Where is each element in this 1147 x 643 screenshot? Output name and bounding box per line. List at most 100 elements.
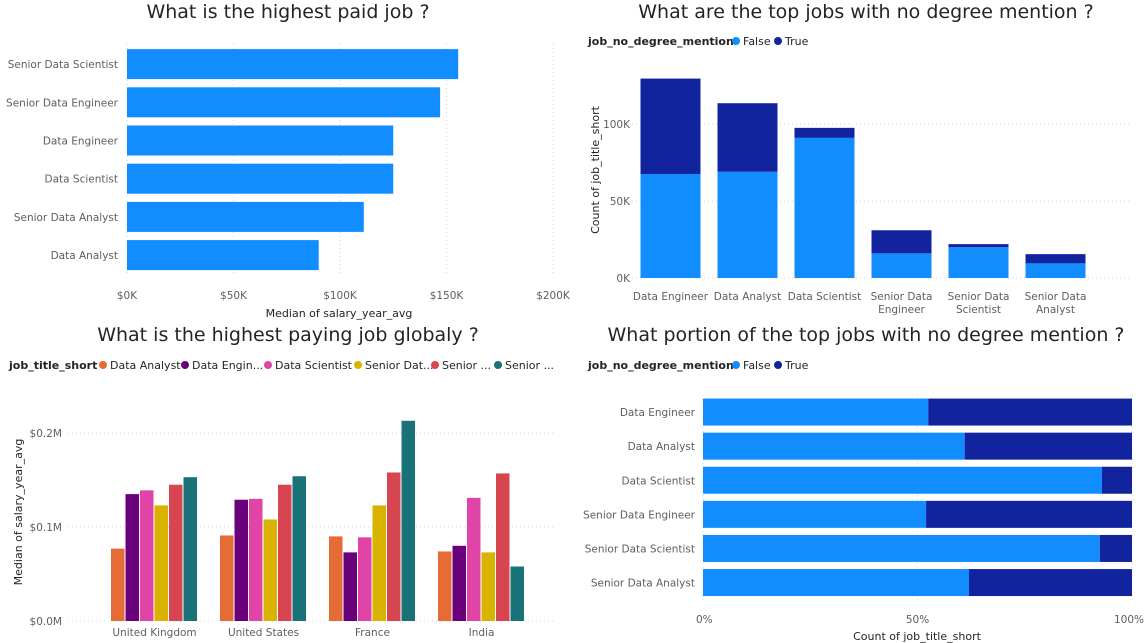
chart3-category-label: India [469,627,495,639]
chart1-x-tick: $100K [323,290,358,302]
chart-portion-no-degree: What portion of the top jobs with no deg… [583,324,1144,643]
chart3-bar [278,484,292,621]
chart4-category-label: Data Scientist [622,475,696,487]
chart3-legend-label: Senior ... [442,359,491,372]
chart2-legend-label: True [784,35,809,48]
chart1-category-label: Data Analyst [51,250,118,262]
chart3-category-label: France [355,627,390,639]
chart3-legend-label: Senior Dat... [365,359,434,372]
chart3-bar [234,499,248,621]
chart3-legend-label: Data Scientist [275,359,353,372]
chart3-bar [467,497,481,621]
chart4-category-labels: Data Engineer Data Analyst Data Scientist S… [583,407,696,590]
chart3-category-label: United Kingdom [112,627,196,639]
chart3-legend-marker [354,361,362,369]
chart3-bar [154,505,168,621]
chart1-category-label: Senior Data Engineer [6,97,119,109]
chart2-bar-segment [871,230,932,254]
chart4-category-label: Data Analyst [628,441,695,453]
chart4-bars [703,398,1132,597]
chart4-legend-title: job_no_degree_mention [587,359,734,372]
chart2-category-label: Data Analyst [714,291,781,303]
chart3-bar [358,537,372,621]
chart3-y-axis-label: Median of salary_year_avg [12,439,25,586]
chart1-title: What is the highest paid job ? [146,1,429,23]
chart4-legend: job_no_degree_mention False True [587,359,809,372]
chart2-category-label: Senior Data Engineer [871,291,933,316]
chart2-bar-segment [640,78,701,175]
chart1-x-tick: $0K [117,290,138,302]
chart4-bar-segment [926,500,1132,528]
chart2-y-ticks: 0K 50K 100K [603,119,631,285]
chart3-bar [249,498,263,621]
chart2-bars [640,78,1086,278]
chart4-x-tick: 100% [1114,614,1144,626]
chart2-bar-segment [1025,254,1086,264]
chart4-gridlines [702,395,1133,602]
chart2-category-label: Data Scientist [788,291,862,303]
chart3-bars [111,420,524,621]
chart4-legend-marker [732,361,740,369]
chart1-category-label: Senior Data Analyst [14,212,118,224]
chart4-x-tick: 50% [906,614,929,626]
chart2-y-tick: 0K [616,273,631,285]
chart3-legend-label: Data Engin... [192,359,263,372]
chart1-category-label: Data Scientist [45,174,119,186]
chart4-bar-segment [703,500,927,528]
chart1-bar [127,87,441,118]
chart4-bar-segment [703,432,965,460]
chart4-bar-segment [703,398,929,426]
chart3-bar [125,494,139,621]
chart3-category-labels: United Kingdom United States France India [112,627,494,639]
chart2-bar-segment [871,253,932,278]
chart1-x-ticks: $0K $50K $100K $150K $200K [117,290,571,302]
chart3-y-ticks: $0.0M $0.1M $0.2M [30,428,62,628]
chart4-bar-segment [928,398,1132,426]
chart1-bars [127,49,459,271]
chart3-bar [438,551,452,621]
chart3-legend-label: Senior ... [505,359,554,372]
chart2-category-label: Senior Data Scientist [948,291,1010,316]
chart4-title: What portion of the top jobs with no deg… [608,324,1125,346]
chart4-legend-marker [774,361,782,369]
chart2-y-tick: 50K [610,196,631,208]
chart1-x-tick: $200K [536,290,571,302]
chart2-bar-segment [717,171,778,278]
chart3-bar [292,476,306,621]
chart4-category-label: Senior Data Analyst [591,578,695,590]
chart3-bar [372,505,386,621]
chart3-bar [481,552,495,621]
chart2-legend-title: job_no_degree_mention [587,35,734,48]
chart3-bar [220,535,234,621]
chart4-x-axis-label: Count of job_title_short [853,630,981,643]
chart4-bar-segment [703,466,1102,494]
chart-top-jobs-no-degree: What are the top jobs with no degree men… [587,1,1132,316]
chart3-legend: job_title_short Data Analyst Data Engin..… [8,359,554,372]
chart1-bar [127,163,394,194]
chart3-legend-marker [264,361,272,369]
chart2-category-label: Senior Data Analyst [1025,291,1087,316]
chart2-legend-marker [732,37,740,45]
chart2-bar-segment [794,137,855,278]
chart2-bar-segment [1025,263,1086,278]
chart1-category-label: Data Engineer [43,136,119,148]
chart2-category-labels: Data Engineer Data Analyst Data Scientist S… [633,291,1087,316]
chart4-bar-segment [703,569,969,597]
chart3-legend-marker [494,361,502,369]
chart3-bar [183,477,197,621]
chart3-bar [496,473,510,621]
chart1-gridlines [126,44,554,275]
chart3-y-tick: $0.1M [30,522,62,534]
chart3-bar [401,420,415,621]
chart3-bar [387,472,401,621]
chart3-y-tick: $0.0M [30,616,62,628]
chart4-x-ticks: 0% 50% 100% [696,614,1144,626]
chart1-category-labels: Senior Data Scientist Senior Data Enginee… [6,59,119,262]
chart2-title: What are the top jobs with no degree men… [638,1,1093,23]
chart1-x-tick: $50K [220,290,248,302]
chart1-bar [127,201,364,232]
chart4-category-label: Senior Data Engineer [583,509,696,521]
chart2-category-label: Data Engineer [633,291,709,303]
chart4-legend-label: True [784,359,809,372]
